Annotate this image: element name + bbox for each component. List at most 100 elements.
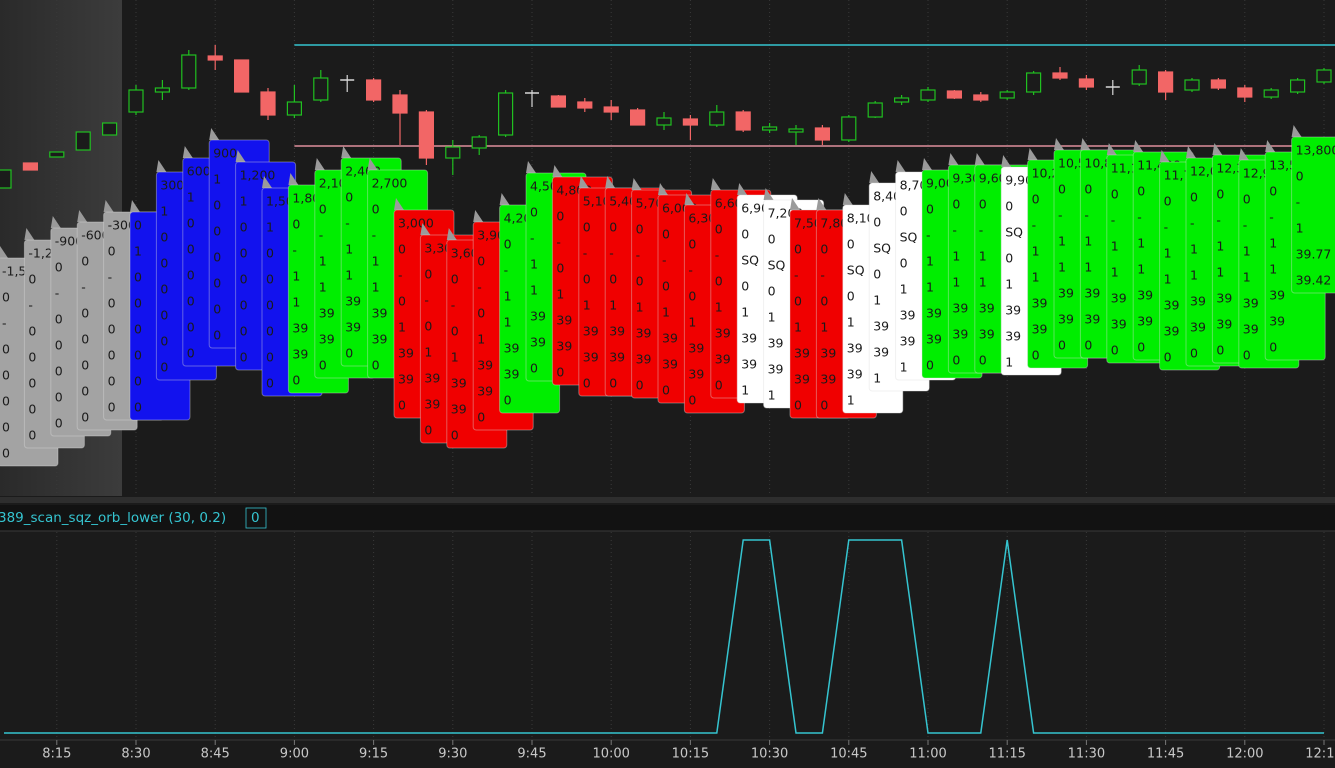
bubble-line: 1 (1190, 242, 1198, 257)
candle-body (49, 151, 65, 158)
bubble-line: 1 (768, 388, 776, 403)
bubble-pointer (262, 176, 272, 188)
bubble-line: 39 (583, 324, 599, 339)
bubble-line: 0 (319, 358, 327, 373)
bubble-line: SQ (847, 263, 865, 278)
bubble-line: 0 (768, 284, 776, 299)
x-tick-label: 10:00 (592, 747, 629, 762)
bubble-line: 0 (28, 350, 36, 365)
bubble-line: 1 (952, 275, 960, 290)
x-tick-label: 10:30 (751, 747, 788, 762)
bubble-pointer (288, 173, 299, 185)
bubble-line: 1 (1111, 265, 1119, 280)
bubble-pointer (1291, 125, 1302, 137)
bubble-line: 0 (398, 398, 406, 413)
bubble-pointer (1027, 148, 1038, 160)
bubble-line: 1 (847, 393, 855, 408)
bubble-line: 0 (213, 224, 221, 239)
bubble-line: 0 (372, 202, 380, 217)
bubble-line: 39 (292, 347, 308, 362)
bubble-line: 0 (345, 346, 353, 361)
bubble-line: 0 (530, 361, 538, 376)
bubble-line: 0 (636, 274, 644, 289)
bubble-line: - (794, 268, 799, 283)
candle-body (418, 111, 434, 159)
bubble-line: 39 (688, 341, 704, 356)
bubble-line: 1 (741, 383, 749, 398)
bubble-pointer (816, 198, 827, 210)
bubble-pointer (130, 200, 140, 212)
bubble-line: 0 (979, 197, 987, 212)
bubble-line: 39 (1005, 329, 1021, 344)
candle-body (128, 89, 144, 113)
indicator-title: 389_scan_sqz_orb_lower (30, 0.2) (0, 510, 226, 526)
bubble-line: 39 (398, 372, 414, 387)
bubble-pointer (763, 188, 774, 200)
bubble-line: 1 (1084, 260, 1092, 275)
x-tick-label: 8:30 (121, 747, 150, 762)
bubble-line: 0 (2, 394, 10, 409)
candle-body (814, 127, 831, 141)
candle-body (1184, 79, 1200, 91)
bubble-pointer (314, 158, 325, 170)
bubble-pointer (420, 223, 431, 235)
bubble-line: - (504, 263, 509, 278)
bubble-pointer (341, 146, 352, 158)
bubble-line: 1 (345, 242, 353, 257)
bubble-pointer (895, 160, 906, 172)
bubble-line: 0 (873, 267, 881, 282)
bubble-pointer (684, 193, 695, 205)
bubble-line: 39 (741, 331, 757, 346)
bubble-line: - (1137, 210, 1142, 225)
bubble-pointer (1265, 140, 1276, 152)
bubble-line: 0 (108, 296, 116, 311)
bubble-line: 1 (1164, 246, 1172, 261)
bubble-line: 39 (873, 345, 889, 360)
bubble-pointer (974, 153, 985, 165)
bubble-line: 39 (952, 301, 968, 316)
bubble-line: 0 (160, 334, 168, 349)
bubble-line: 1 (1005, 355, 1013, 370)
bubble-line: 1 (1137, 262, 1145, 277)
bubble-pointer (869, 171, 880, 183)
bubble-line: - (609, 246, 614, 261)
bubble-line: 39 (319, 332, 335, 347)
bubble-pointer (658, 183, 668, 195)
bubble-line: 0 (1164, 350, 1172, 365)
bubble-pointer (1133, 140, 1144, 152)
bubble-pointer (526, 161, 536, 173)
bubble-line: 39 (636, 326, 652, 341)
bubble-line: 0 (820, 294, 828, 309)
bubble-pointer (394, 198, 404, 210)
bubble-line: 0 (134, 296, 142, 311)
bubble-line: 1 (662, 305, 670, 320)
bubble-line: 39 (1137, 314, 1153, 329)
bubble-line: 39 (1111, 317, 1127, 332)
bubble-line: - (1164, 220, 1169, 235)
bubble-line: 0 (2, 368, 10, 383)
bubble-line: 0 (134, 400, 142, 415)
candle-body (471, 136, 487, 149)
bubble-line: 0 (715, 274, 723, 289)
bubble-line: 0 (160, 230, 168, 245)
bubble-label: 13,800 (1296, 143, 1335, 158)
bubble-line: 0 (768, 232, 776, 247)
bubble-line: 0 (556, 209, 564, 224)
bubble-line: 0 (1005, 199, 1013, 214)
x-tick-label: 11:45 (1147, 747, 1184, 762)
bubble-line: 0 (55, 260, 63, 275)
bubble-line: 0 (292, 217, 300, 232)
bubble-line: 0 (187, 268, 195, 283)
bubble-line: 0 (213, 250, 221, 265)
bubble-line: 0 (820, 242, 828, 257)
bubble-line: 39 (583, 350, 599, 365)
bubble-line: 0 (213, 198, 221, 213)
bubble-pointer (103, 200, 114, 212)
bubble-label: 3,000 (398, 216, 434, 231)
bubble-line: 1 (451, 350, 459, 365)
bubble-line: 0 (319, 202, 327, 217)
bubble-line: 0 (2, 446, 10, 461)
bubble-line: 39 (1084, 286, 1100, 301)
